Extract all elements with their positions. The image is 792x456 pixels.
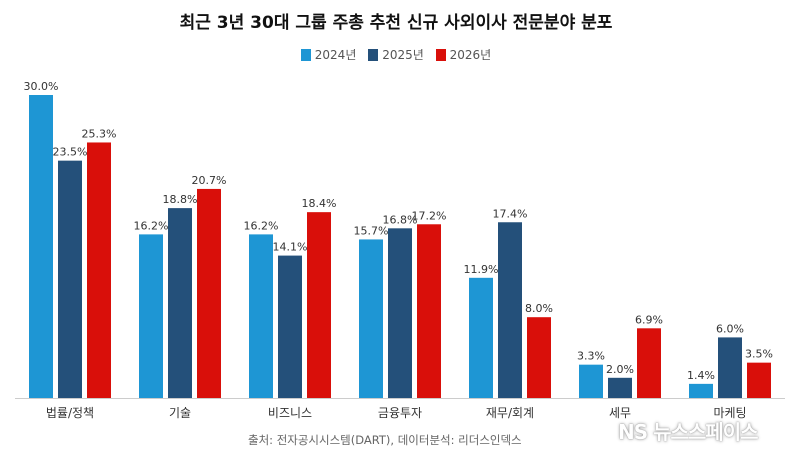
data-label: 11.9% <box>464 263 499 276</box>
legend-item-2025: 2025년 <box>368 46 424 63</box>
data-label: 25.3% <box>82 127 117 140</box>
x-tick-label: 세무 <box>609 406 631 420</box>
legend-item-2026: 2026년 <box>435 46 492 63</box>
x-tick-label: 비즈니스 <box>268 406 312 420</box>
bar <box>249 234 273 398</box>
data-label: 17.4% <box>493 207 528 220</box>
data-label: 18.8% <box>163 193 198 206</box>
bar <box>359 239 383 398</box>
legend-label: 2024년 <box>314 48 357 62</box>
legend-label: 2026년 <box>449 48 492 62</box>
bar <box>197 188 221 398</box>
data-label: 23.5% <box>53 146 88 159</box>
x-tick-label: 금융투자 <box>378 406 422 420</box>
legend: 2024년 2025년 2026년 <box>0 46 792 64</box>
bar <box>718 337 742 398</box>
bar <box>498 222 522 398</box>
bar <box>388 228 412 398</box>
data-label: 14.1% <box>273 241 308 254</box>
bar <box>747 362 771 398</box>
data-label: 17.2% <box>412 209 447 222</box>
bar <box>417 224 441 398</box>
bar <box>307 212 331 398</box>
x-tick-label: 재무/회계 <box>486 406 534 420</box>
bar <box>58 160 82 398</box>
data-label: 2.0% <box>606 363 634 376</box>
data-label: 6.0% <box>716 322 744 335</box>
bar <box>168 208 192 398</box>
data-label: 1.4% <box>687 369 715 382</box>
source-note: 출처: 전자공시시스템(DART), 데이터분석: 리더스인덱스 <box>248 433 522 447</box>
x-tick-label: 법률/정책 <box>46 405 94 420</box>
legend-label: 2025년 <box>382 48 424 62</box>
data-label: 3.5% <box>745 348 773 361</box>
bar <box>87 142 111 398</box>
bar <box>689 383 713 398</box>
data-label: 30.0% <box>24 80 59 93</box>
bar <box>579 364 603 398</box>
data-label: 20.7% <box>192 174 227 187</box>
bar <box>278 255 302 398</box>
x-tick-label: 마케팅 <box>713 406 746 420</box>
legend-swatch <box>368 48 379 61</box>
watermark: NS 뉴스스페이스 <box>618 420 759 444</box>
bar <box>29 95 53 398</box>
x-tick-label: 기술 <box>169 406 191 420</box>
data-label: 16.8% <box>383 213 418 226</box>
bar <box>608 377 632 398</box>
bar <box>637 328 661 398</box>
bar <box>527 317 551 398</box>
data-label: 16.2% <box>244 219 279 232</box>
legend-swatch <box>300 48 311 61</box>
data-label: 16.2% <box>134 219 169 232</box>
legend-swatch <box>435 48 446 61</box>
data-label: 18.4% <box>302 197 337 210</box>
bar <box>139 234 163 398</box>
bar <box>469 277 493 398</box>
chart-title: 최근 3년 30대 그룹 주총 추천 신규 사외이사 전문분야 분포 <box>179 13 613 33</box>
data-label: 3.3% <box>577 350 605 363</box>
data-label: 8.0% <box>525 302 553 315</box>
legend-item-2024: 2024년 <box>300 46 357 63</box>
data-label: 15.7% <box>354 224 389 237</box>
data-label: 6.9% <box>635 313 663 326</box>
